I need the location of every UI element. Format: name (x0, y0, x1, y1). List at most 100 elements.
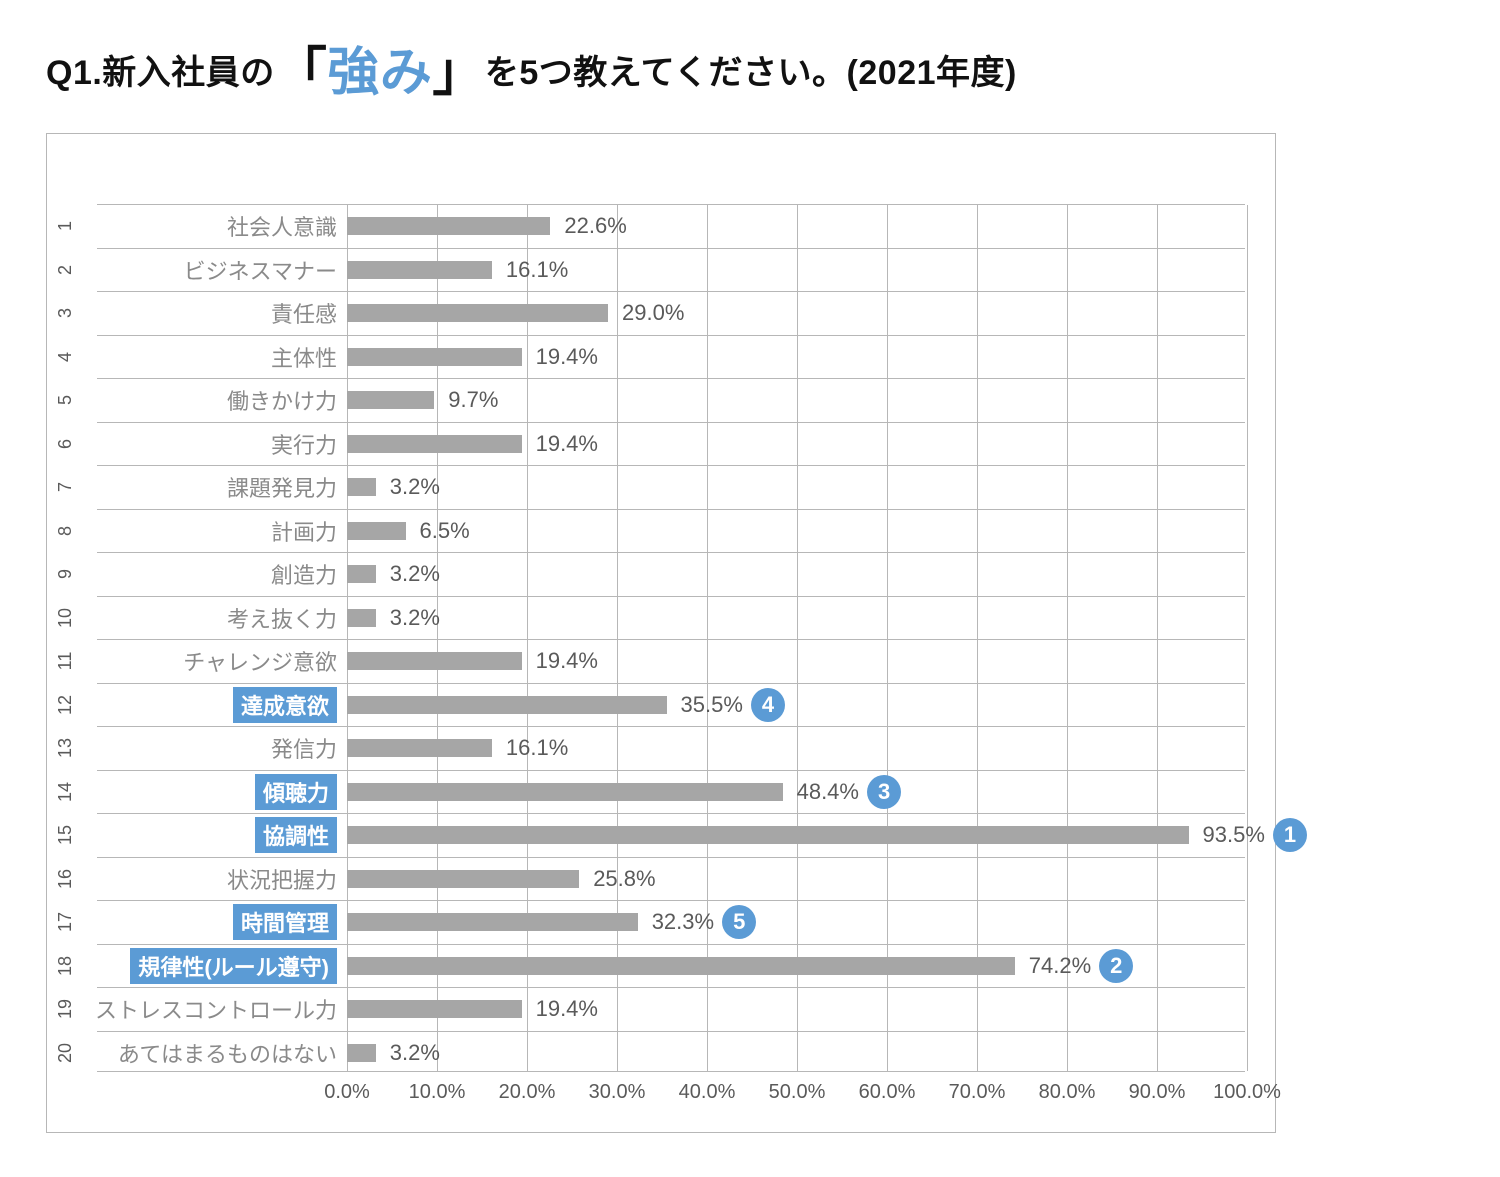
title-prefix: Q1.新入社員の (46, 54, 275, 92)
value-label: 22.6% (564, 213, 626, 239)
x-tick-label: 40.0% (679, 1081, 736, 1104)
category-label: チャレンジ意欲 (183, 645, 337, 677)
row-index: 3 (55, 308, 76, 318)
bar-layer: 19.4% (347, 336, 1245, 379)
category-label: あてはまるものはない (118, 1037, 337, 1069)
bar (347, 913, 638, 931)
x-tick-label: 10.0% (409, 1081, 466, 1104)
category-label: 協調性 (255, 817, 337, 853)
bar-layer: 19.4% (347, 640, 1245, 683)
bar-layer: 74.2%2 (347, 945, 1245, 988)
value-label: 19.4% (536, 344, 598, 370)
chart-row: 86.5%計画力 (97, 510, 1245, 554)
row-index: 15 (55, 825, 76, 845)
value-label: 3.2% (390, 1040, 440, 1066)
chart-row: 1732.3%5時間管理 (97, 901, 1245, 945)
chart-row: 93.2%創造力 (97, 553, 1245, 597)
row-index: 6 (55, 439, 76, 449)
chart-row: 216.1%ビジネスマナー (97, 249, 1245, 293)
row-index: 11 (55, 652, 76, 671)
chart-row: 329.0%責任感 (97, 292, 1245, 336)
row-index: 14 (55, 782, 76, 802)
value-label: 93.5% (1203, 822, 1265, 848)
chart-row: 1235.5%4達成意欲 (97, 684, 1245, 728)
chart-row: 203.2%あてはまるものはない (97, 1032, 1245, 1076)
bar-layer: 29.0% (347, 292, 1245, 335)
bar (347, 217, 550, 235)
bar-layer: 32.3%5 (347, 901, 1245, 944)
value-label: 6.5% (420, 518, 470, 544)
rank-badge: 4 (751, 688, 785, 722)
chart-plot-area: 0.0%10.0%20.0%30.0%40.0%50.0%60.0%70.0%8… (97, 204, 1245, 1072)
category-label: 計画力 (271, 515, 337, 547)
x-tick-label: 100.0% (1213, 1081, 1281, 1104)
chart-row: 59.7%働きかけ力 (97, 379, 1245, 423)
bar (347, 609, 376, 627)
bar-layer: 25.8% (347, 858, 1245, 901)
bar-layer: 93.5%1 (347, 814, 1245, 857)
category-label: ビジネスマナー (184, 254, 337, 286)
x-tick-label: 90.0% (1129, 1081, 1186, 1104)
chart-row: 1119.4%チャレンジ意欲 (97, 640, 1245, 684)
bar (347, 1000, 522, 1018)
row-index: 16 (55, 869, 76, 889)
row-index: 17 (55, 912, 76, 932)
chart-row: 1448.4%3傾聴力 (97, 771, 1245, 815)
value-label: 16.1% (506, 735, 568, 761)
bar (347, 391, 434, 409)
title-open-bracket: 「 (275, 44, 328, 102)
row-index: 18 (55, 956, 76, 976)
bar (347, 870, 579, 888)
bar-layer: 3.2% (347, 597, 1245, 640)
bar (347, 957, 1015, 975)
chart-row: 1874.2%2規律性(ルール遵守) (97, 945, 1245, 989)
chart-title: Q1.新入社員の「強み」を5つ教えてください。(2021年度) (46, 30, 1460, 105)
bar (347, 261, 492, 279)
title-highlight: 強み (327, 44, 432, 102)
chart-row: 73.2%課題発見力 (97, 466, 1245, 510)
bar (347, 565, 376, 583)
category-label: 状況把握力 (227, 863, 337, 895)
value-label: 48.4% (797, 779, 859, 805)
bar (347, 348, 522, 366)
chart-row: 1625.8%状況把握力 (97, 858, 1245, 902)
row-index: 2 (55, 265, 76, 275)
x-tick-label: 0.0% (324, 1081, 370, 1104)
x-tick-label: 70.0% (949, 1081, 1006, 1104)
value-label: 9.7% (448, 387, 498, 413)
chart-row: 122.6%社会人意識 (97, 205, 1245, 249)
bar (347, 783, 783, 801)
category-label: 傾聴力 (255, 774, 337, 810)
row-index: 9 (55, 569, 76, 579)
category-label: 責任感 (271, 297, 337, 329)
bar (347, 826, 1189, 844)
bar (347, 1044, 376, 1062)
chart-row: 103.2%考え抜く力 (97, 597, 1245, 641)
row-index: 7 (55, 482, 76, 492)
value-label: 3.2% (390, 561, 440, 587)
category-label: ストレスコントロール力 (95, 993, 337, 1025)
rank-badge: 2 (1099, 949, 1133, 983)
x-tick-label: 50.0% (769, 1081, 826, 1104)
row-index: 8 (55, 526, 76, 536)
row-index: 13 (55, 738, 76, 758)
bar (347, 435, 522, 453)
bar (347, 696, 667, 714)
category-label: 社会人意識 (227, 210, 337, 242)
chart-row: 619.4%実行力 (97, 423, 1245, 467)
title-suffix: を5つ教えてください。(2021年度) (485, 54, 1017, 92)
bar-layer: 3.2% (347, 553, 1245, 596)
bar (347, 652, 522, 670)
x-tick-label: 30.0% (589, 1081, 646, 1104)
category-label: 課題発見力 (227, 471, 337, 503)
value-label: 35.5% (681, 692, 743, 718)
row-index: 5 (55, 395, 76, 405)
category-label: 働きかけ力 (227, 384, 337, 416)
row-index: 20 (55, 1043, 76, 1063)
row-index: 1 (55, 221, 76, 231)
row-index: 12 (55, 695, 76, 715)
category-label: 時間管理 (233, 904, 337, 940)
row-index: 19 (55, 999, 76, 1019)
bar (347, 739, 492, 757)
bar-layer: 19.4% (347, 988, 1245, 1031)
